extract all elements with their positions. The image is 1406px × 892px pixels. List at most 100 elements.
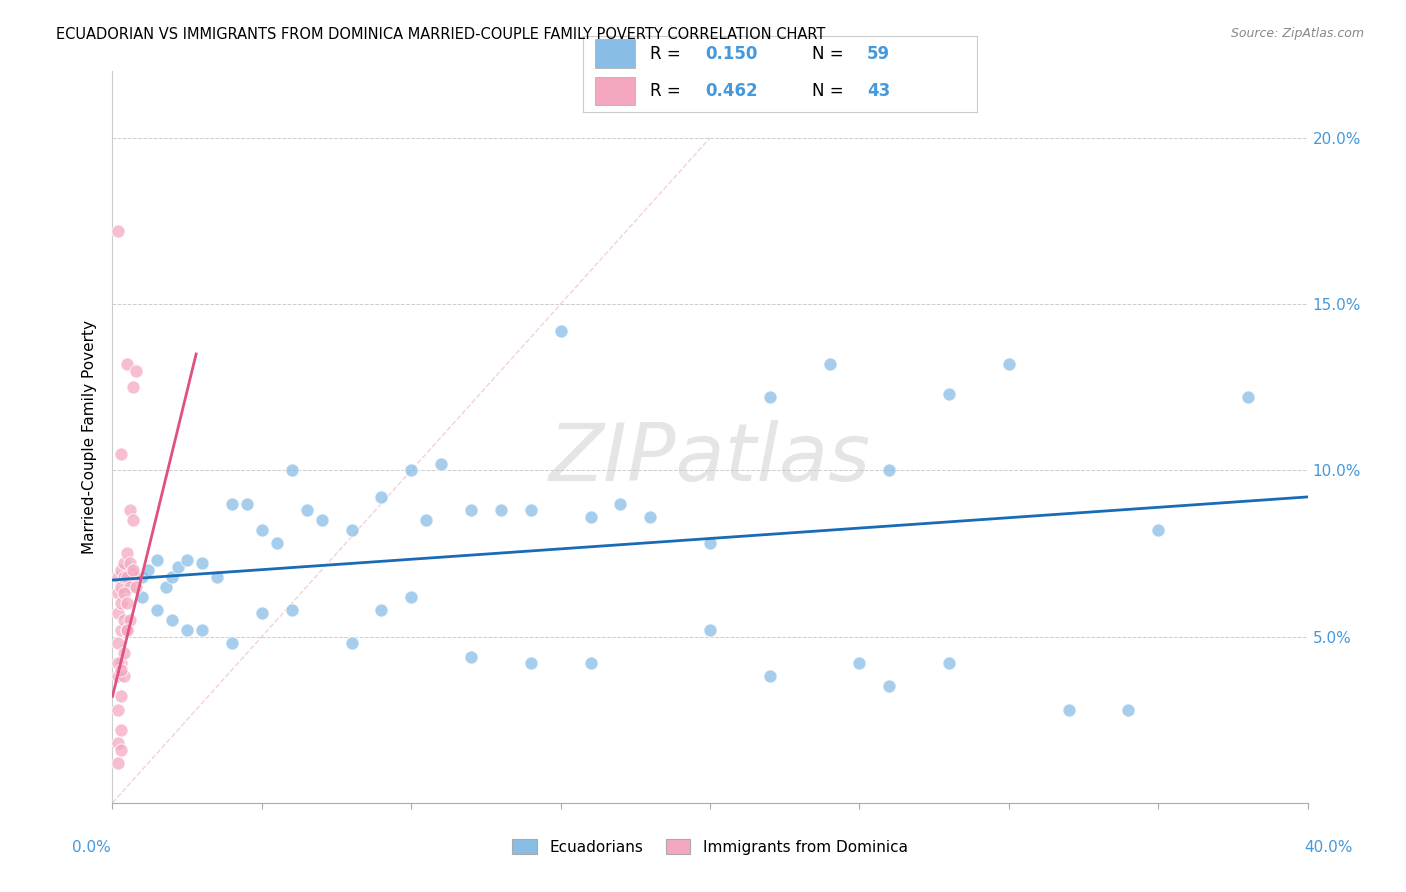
Point [340, 636, 363, 650]
Point [295, 503, 318, 517]
Point [122, 566, 145, 581]
Point [110, 723, 132, 737]
Point [205, 570, 228, 584]
Text: ZIPatlas: ZIPatlas [548, 420, 872, 498]
Point [370, 490, 392, 504]
Y-axis label: Married-Couple Family Poverty: Married-Couple Family Poverty [82, 320, 97, 554]
Point [938, 387, 960, 401]
FancyBboxPatch shape [595, 77, 634, 105]
Point [125, 363, 148, 377]
Point [117, 596, 139, 610]
Point [430, 457, 453, 471]
Point [122, 563, 145, 577]
Point [938, 656, 960, 670]
Point [117, 546, 139, 560]
Point [110, 656, 132, 670]
Text: 59: 59 [868, 45, 890, 62]
Point [609, 497, 631, 511]
Point [1118, 703, 1140, 717]
Point [415, 513, 437, 527]
Point [640, 509, 662, 524]
Point [117, 357, 139, 371]
Text: 43: 43 [868, 82, 890, 100]
Point [520, 656, 543, 670]
FancyBboxPatch shape [595, 39, 634, 69]
Point [370, 603, 392, 617]
Legend: Ecuadorians, Immigrants from Dominica: Ecuadorians, Immigrants from Dominica [506, 833, 914, 861]
Text: N =: N = [811, 82, 849, 100]
Text: ECUADORIAN VS IMMIGRANTS FROM DOMINICA MARRIED-COUPLE FAMILY POVERTY CORRELATION: ECUADORIAN VS IMMIGRANTS FROM DOMINICA M… [56, 27, 825, 42]
Point [1057, 703, 1080, 717]
Point [107, 607, 129, 621]
Point [120, 503, 142, 517]
Point [110, 580, 132, 594]
Point [114, 646, 135, 660]
Text: 40.0%: 40.0% [1305, 840, 1353, 855]
Text: Source: ZipAtlas.com: Source: ZipAtlas.com [1230, 27, 1364, 40]
Point [131, 570, 153, 584]
Point [191, 557, 214, 571]
Point [191, 623, 214, 637]
Point [125, 580, 148, 594]
Point [107, 736, 129, 750]
Point [848, 656, 870, 670]
Point [117, 623, 139, 637]
Point [110, 623, 132, 637]
Point [401, 463, 423, 477]
Point [138, 563, 160, 577]
Point [114, 613, 135, 627]
Point [167, 559, 190, 574]
Point [120, 613, 142, 627]
Point [117, 573, 139, 587]
Point [221, 497, 243, 511]
Point [114, 669, 135, 683]
Point [125, 570, 148, 584]
Point [281, 463, 304, 477]
Point [340, 523, 363, 537]
Point [117, 570, 139, 584]
Point [107, 669, 129, 683]
Point [110, 447, 132, 461]
Point [107, 570, 129, 584]
Point [110, 596, 132, 610]
Point [489, 503, 512, 517]
Text: 0.150: 0.150 [706, 45, 758, 62]
Point [250, 607, 273, 621]
Point [236, 497, 259, 511]
Point [1237, 390, 1260, 404]
Point [266, 536, 288, 550]
Point [699, 623, 721, 637]
Point [998, 357, 1021, 371]
Point [311, 513, 333, 527]
Point [250, 523, 273, 537]
Point [281, 603, 304, 617]
Point [176, 553, 198, 567]
Point [1147, 523, 1170, 537]
Point [699, 536, 721, 550]
Point [550, 324, 572, 338]
Point [107, 636, 129, 650]
Point [107, 586, 129, 600]
Point [221, 636, 243, 650]
Point [146, 553, 169, 567]
Point [460, 649, 482, 664]
Point [579, 656, 602, 670]
Point [879, 680, 901, 694]
Point [114, 586, 135, 600]
Text: R =: R = [651, 45, 686, 62]
Point [176, 623, 198, 637]
Point [120, 580, 142, 594]
Point [162, 613, 183, 627]
Point [122, 380, 145, 394]
Point [107, 703, 129, 717]
Point [759, 390, 782, 404]
Point [122, 513, 145, 527]
Point [120, 557, 142, 571]
Point [114, 570, 135, 584]
Point [818, 357, 841, 371]
Point [162, 570, 183, 584]
Point [110, 563, 132, 577]
Point [759, 669, 782, 683]
Point [146, 603, 169, 617]
Point [131, 590, 153, 604]
